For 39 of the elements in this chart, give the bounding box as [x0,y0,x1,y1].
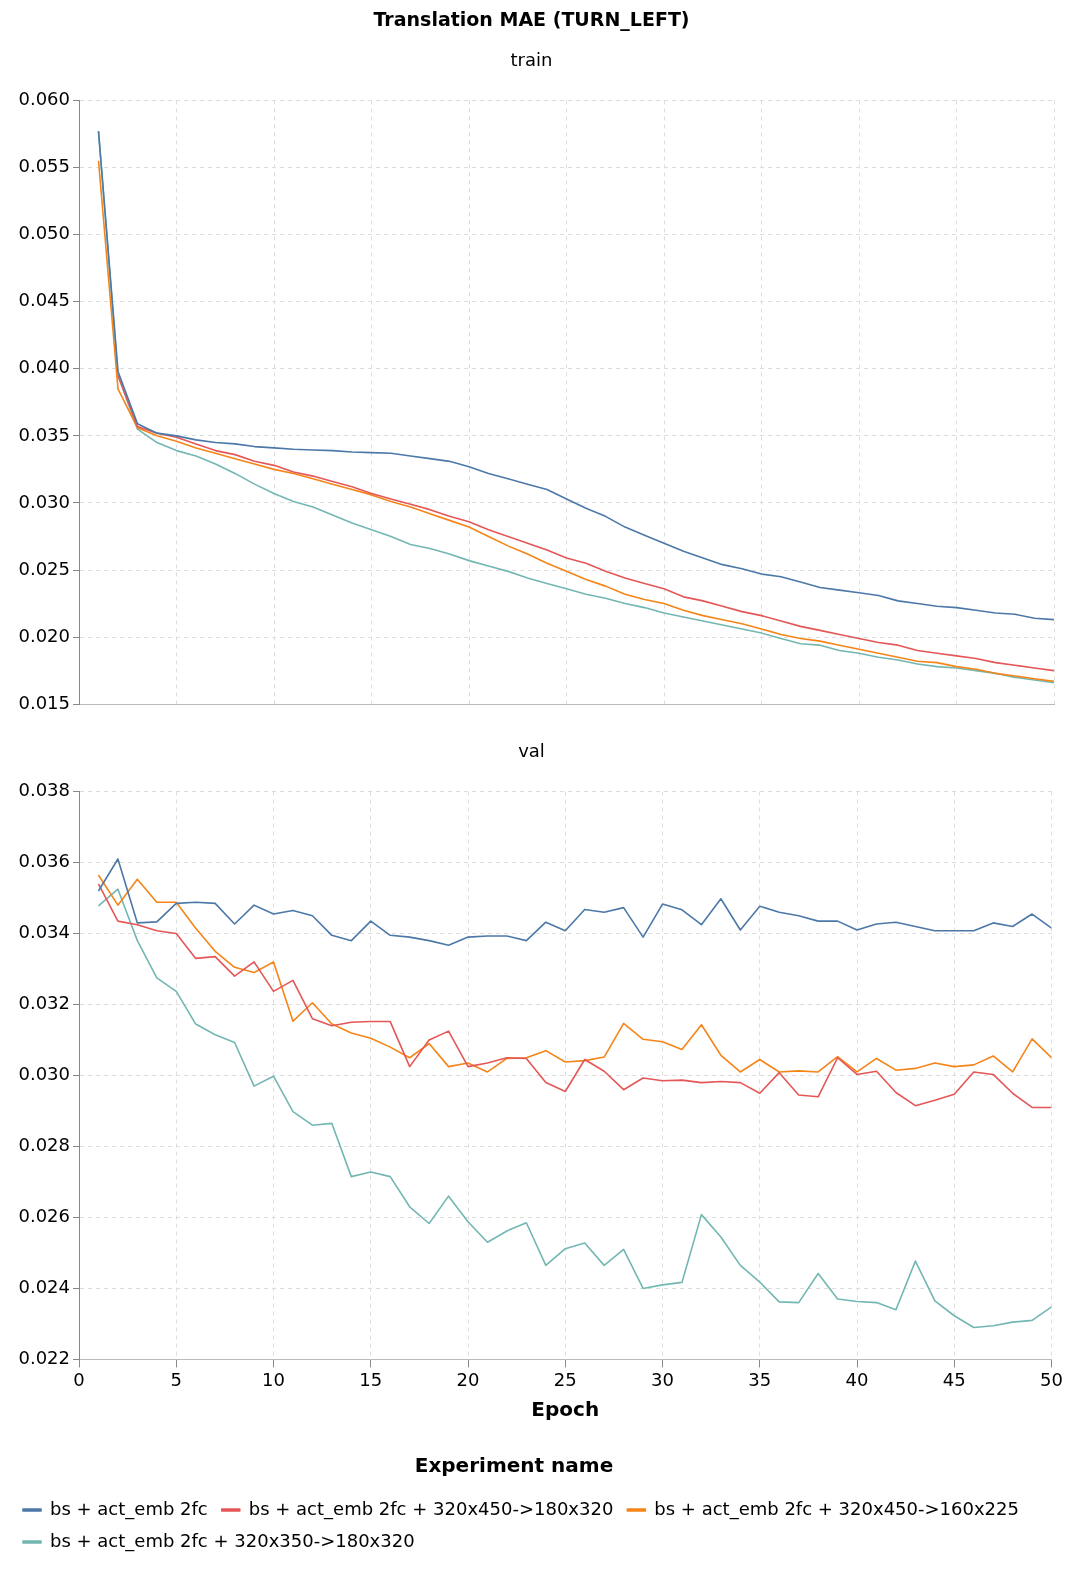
y-tick-label: 0.026 [18,1205,70,1227]
x-tick-label: 35 [748,1368,772,1390]
y-tick-label: 0.050 [18,222,70,244]
y-tick-label: 0.034 [18,921,70,943]
y-tick-label: 0.060 [18,88,70,110]
x-tick-label: 25 [553,1368,577,1390]
chart-subtitle: val [518,740,545,762]
y-tick-label: 0.022 [18,1347,70,1369]
y-tick-label: 0.020 [18,624,70,646]
y-tick-label: 0.015 [18,691,70,713]
y-tick-label: 0.024 [18,1276,70,1298]
y-tick-label: 0.038 [18,779,70,801]
chart-subtitle: train [510,49,553,71]
y-tick-label: 0.036 [18,850,70,872]
x-tick-label: 40 [845,1368,869,1390]
legend-label: bs + act_emb 2fc + 320x350->180x320 [50,1529,415,1552]
x-tick-label: 50 [1040,1368,1063,1390]
y-tick-label: 0.030 [18,490,70,512]
x-tick-label: 20 [456,1368,480,1390]
y-tick-label: 0.045 [18,289,70,311]
y-tick-label: 0.040 [18,356,70,378]
y-tick-label: 0.055 [18,155,70,177]
x-tick-label: 5 [170,1368,182,1390]
y-tick-label: 0.025 [18,557,70,579]
x-tick-label: 45 [942,1368,966,1390]
x-tick-label: 0 [73,1368,85,1390]
chart-title: Translation MAE (TURN_LEFT) [373,8,690,32]
y-tick-label: 0.032 [18,992,70,1014]
x-axis-title: Epoch [531,1397,600,1422]
y-tick-label: 0.030 [18,1063,70,1085]
y-tick-label: 0.035 [18,423,70,445]
x-tick-label: 10 [262,1368,285,1390]
legend-label: bs + act_emb 2fc + 320x450->180x320 [248,1497,614,1520]
legend-title: Experiment name [414,1453,614,1478]
legend-label: bs + act_emb 2fc [50,1497,208,1520]
legend-label: bs + act_emb 2fc + 320x450->160x225 [654,1497,1019,1520]
x-tick-label: 30 [651,1368,674,1390]
x-tick-label: 15 [359,1368,383,1390]
y-tick-label: 0.028 [18,1134,70,1156]
